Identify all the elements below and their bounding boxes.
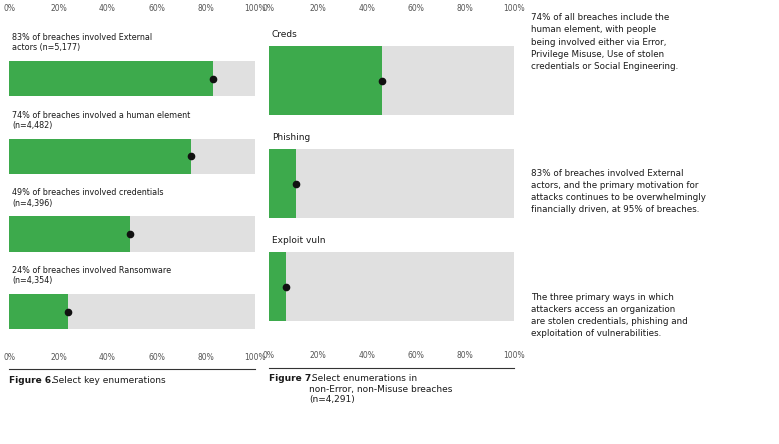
Text: Exploit vuln: Exploit vuln	[272, 236, 326, 245]
Text: Creds: Creds	[272, 30, 298, 39]
Text: Figure 7.: Figure 7.	[269, 374, 315, 383]
Text: Select key enumerations: Select key enumerations	[50, 376, 165, 385]
Text: 83% of breaches involved External
actors (n=5,177): 83% of breaches involved External actors…	[12, 33, 153, 52]
Bar	[9, 139, 191, 174]
Bar	[9, 61, 213, 96]
Text: The three primary ways in which
attackers access an organization
are stolen cred: The three primary ways in which attacker…	[531, 293, 688, 338]
Text: Figure 6.: Figure 6.	[9, 376, 55, 385]
Text: 83% of breaches involved External
actors, and the primary motivation for
attacks: 83% of breaches involved External actors…	[531, 169, 706, 214]
Bar	[269, 46, 382, 115]
Text: Phishing: Phishing	[272, 133, 310, 142]
Bar	[269, 252, 286, 321]
Bar	[269, 149, 296, 218]
Text: 74% of all breaches include the
human element, with people
being involved either: 74% of all breaches include the human el…	[531, 13, 679, 71]
Text: 24% of breaches involved Ransomware
(n=4,354): 24% of breaches involved Ransomware (n=4…	[12, 266, 171, 285]
Text: 74% of breaches involved a human element
(n=4,482): 74% of breaches involved a human element…	[12, 111, 191, 130]
Bar	[9, 216, 129, 252]
Text: Select enumerations in
non-Error, non-Misuse breaches
(n=4,291): Select enumerations in non-Error, non-Mi…	[309, 374, 453, 404]
Text: 49% of breaches involved credentials
(n=4,396): 49% of breaches involved credentials (n=…	[12, 188, 164, 208]
Bar	[9, 294, 69, 329]
